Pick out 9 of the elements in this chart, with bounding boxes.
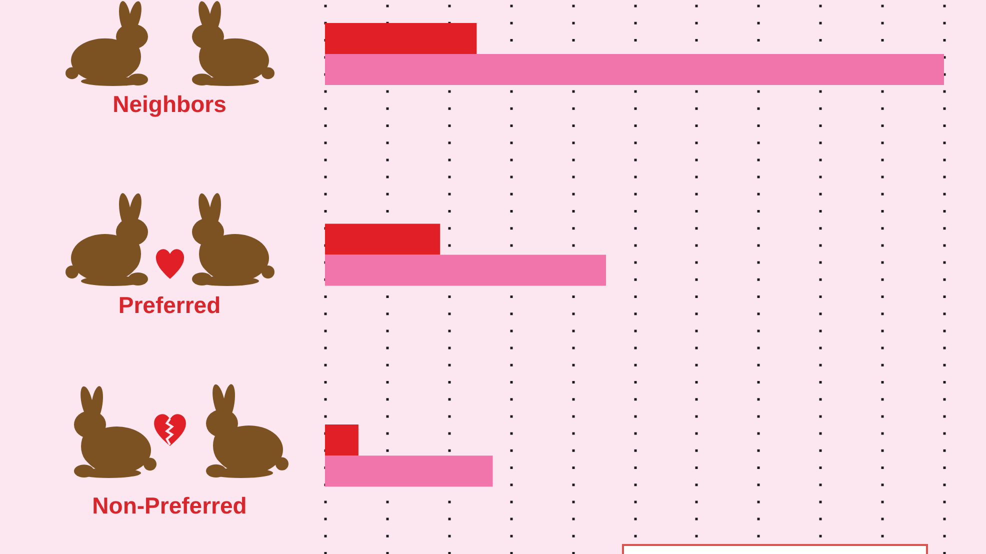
bar <box>325 424 358 456</box>
y-tick-label: Neighbors <box>112 90 226 117</box>
y-tick-label: Non-Preferred <box>92 492 247 519</box>
bar <box>325 22 477 54</box>
y-tick-label: Preferred <box>118 292 221 318</box>
bar <box>325 254 606 286</box>
bar <box>325 456 493 487</box>
bar <box>325 224 440 255</box>
bar <box>325 54 944 85</box>
